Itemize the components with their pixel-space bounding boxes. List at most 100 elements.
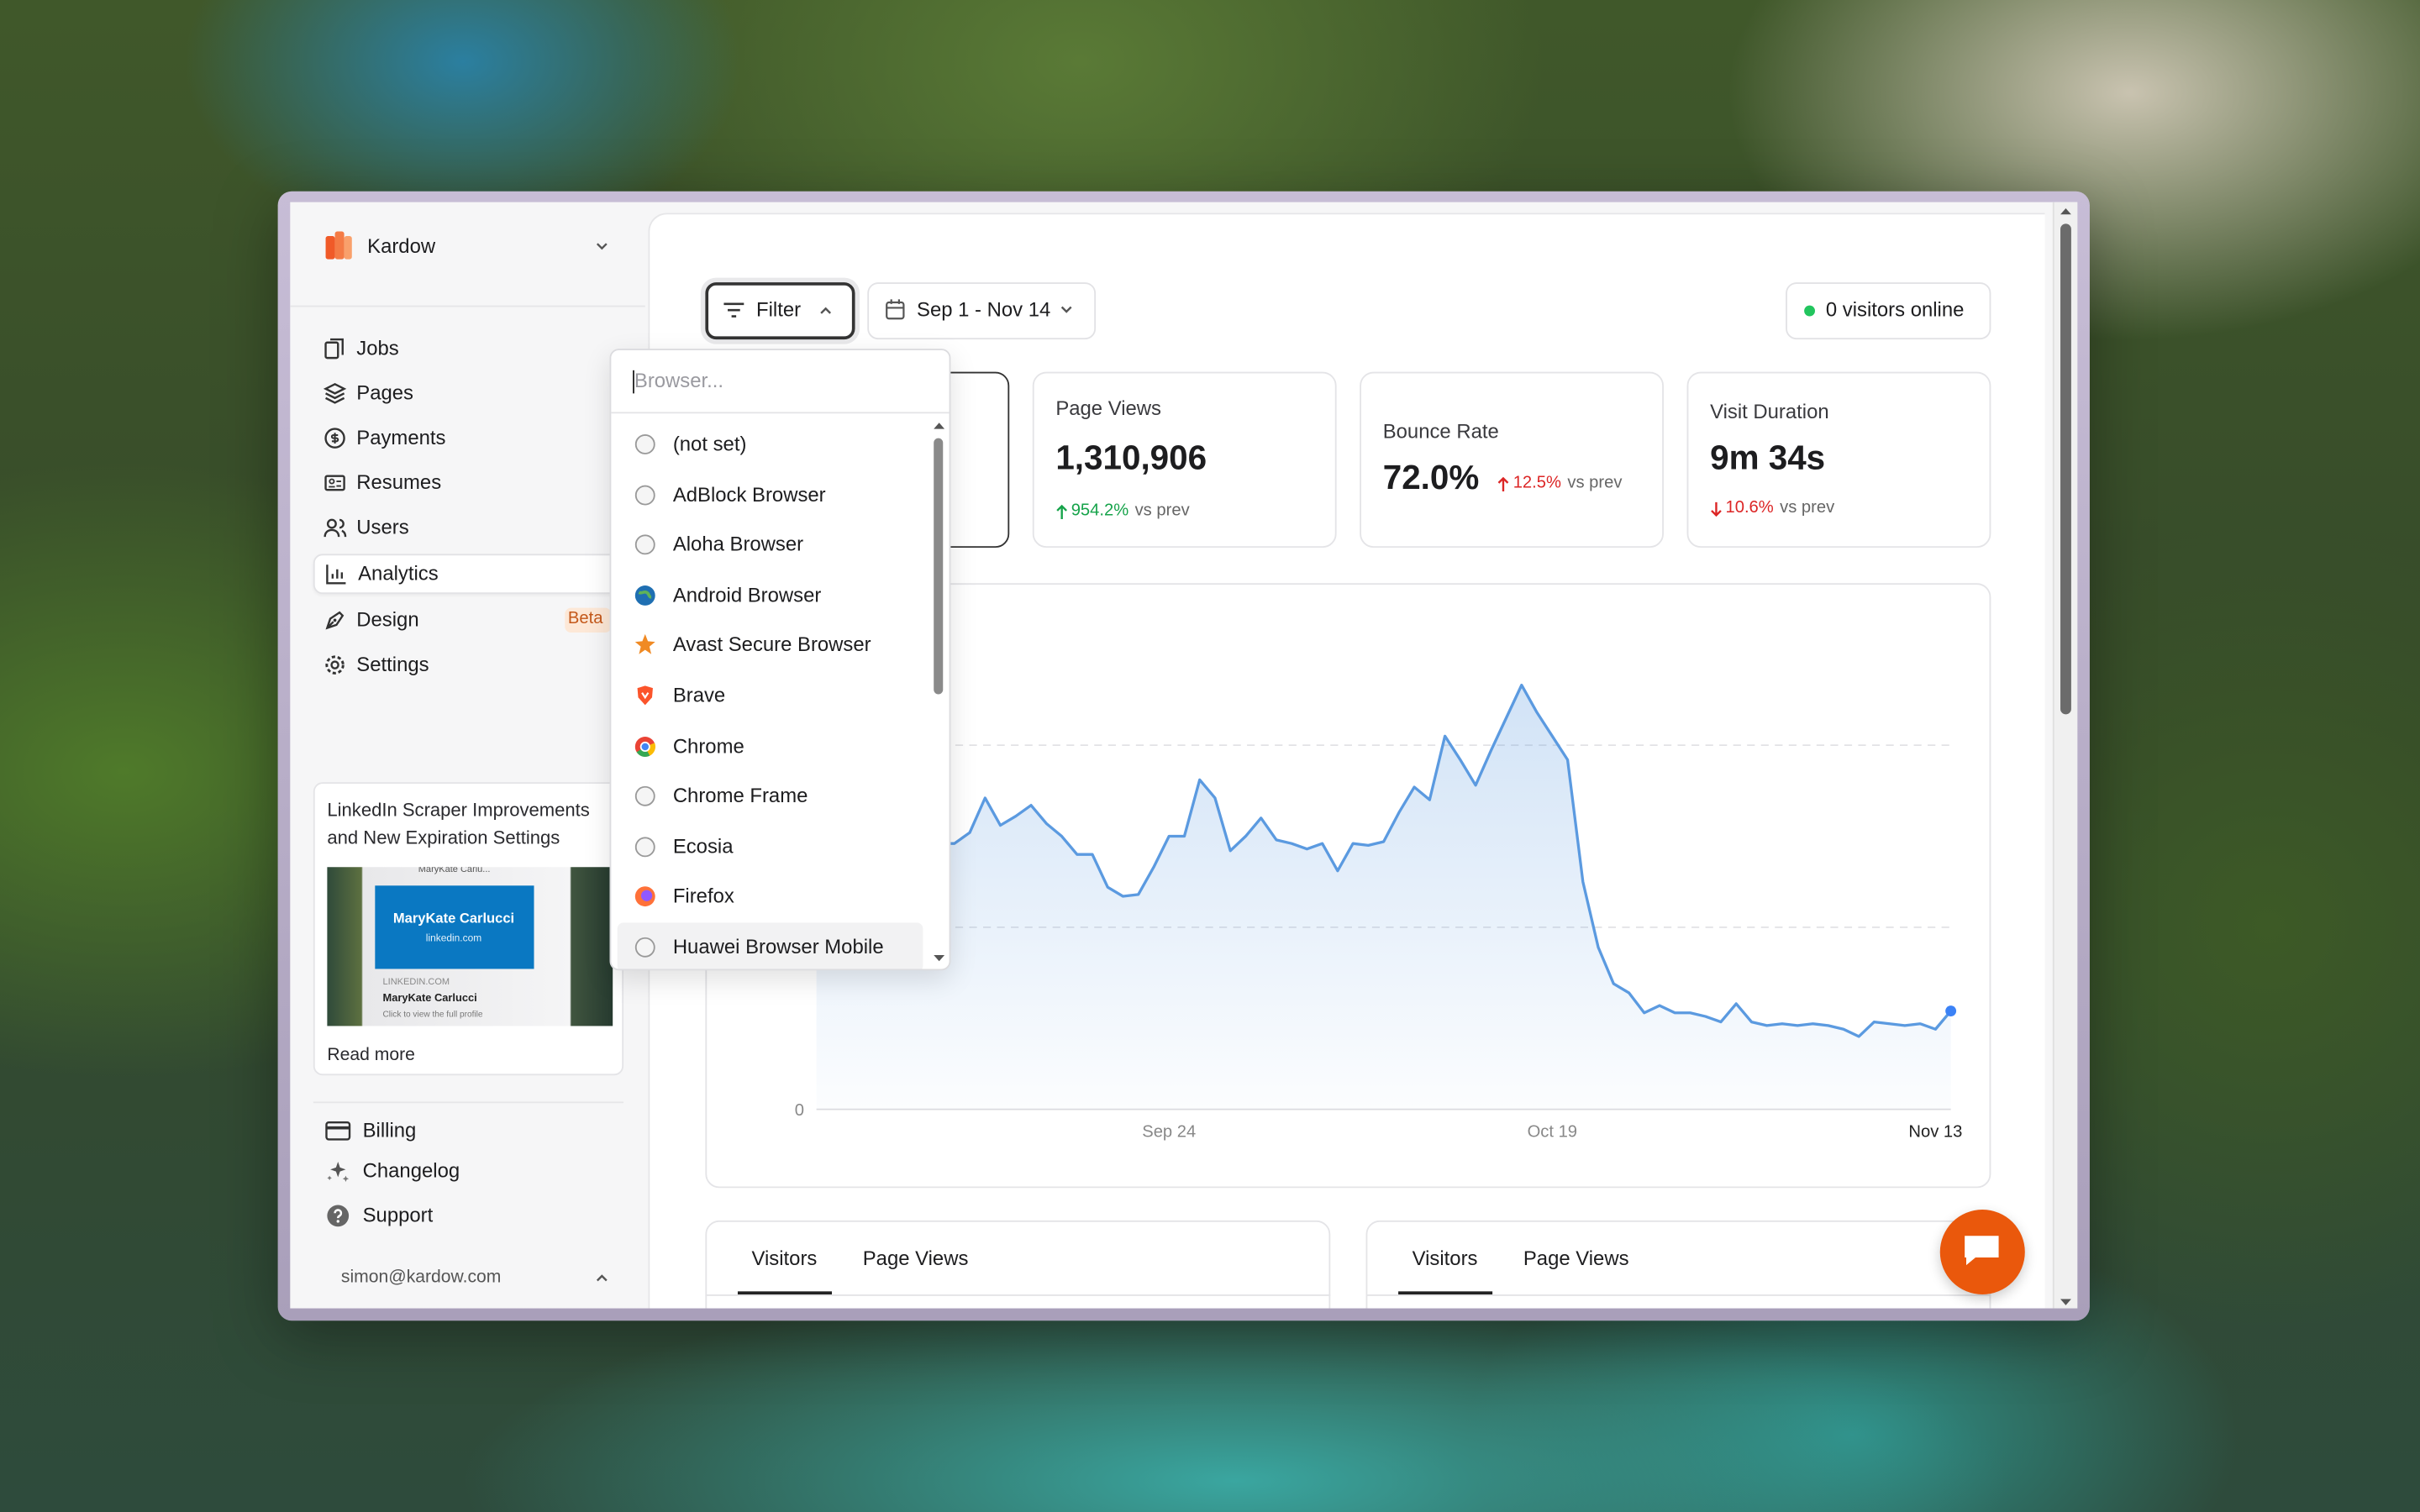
nav-item[interactable]: Analytics	[358, 561, 439, 585]
stat-card[interactable]	[1686, 371, 1991, 549]
option[interactable]: Huawei Browser Mobile	[672, 934, 884, 958]
option-icon-part	[634, 585, 655, 606]
footer-icon	[327, 1205, 350, 1227]
nav-icon-part	[324, 518, 347, 538]
stat-card[interactable]	[1032, 371, 1337, 549]
stat-comparison: vs prev	[1134, 501, 1190, 521]
stat-change: 10.6%	[1725, 498, 1774, 517]
option-icon-part	[641, 692, 650, 700]
beta-badge: Beta	[567, 610, 603, 629]
footer-nav-item[interactable]: Billing	[362, 1118, 417, 1142]
option[interactable]: Firefox	[672, 884, 734, 908]
dropdown-scrollbar-thumb[interactable]	[934, 438, 944, 695]
footer-icon-part	[325, 1121, 351, 1141]
option-icon-part	[634, 434, 655, 454]
announcement-link[interactable]: Read more	[327, 1046, 415, 1065]
nav-icon	[324, 518, 347, 538]
option-icon-part	[634, 837, 655, 857]
option[interactable]: Chrome	[672, 733, 744, 757]
change-arrow	[1498, 476, 1510, 492]
filter-label[interactable]: Filter	[756, 297, 802, 321]
date-button[interactable]	[867, 282, 1097, 340]
tab-divider	[1365, 1294, 1991, 1296]
browser-dropdown: Browser... (not set) AdBlock Browser Aloha …	[609, 349, 951, 971]
date-range[interactable]: Sep 1 - Nov 14	[917, 297, 1051, 321]
tab-underline	[1398, 1291, 1493, 1295]
stat-card[interactable]	[1360, 371, 1665, 549]
user-chevron[interactable]	[596, 1273, 608, 1282]
nav-icon-part	[329, 480, 341, 488]
option-icon	[637, 685, 653, 706]
scroll-down	[2060, 1299, 2071, 1305]
footer-icon-part	[330, 1162, 346, 1178]
footer-icon	[327, 1162, 350, 1182]
change-arrow-part	[1498, 476, 1510, 492]
nav-item[interactable]: Settings	[356, 652, 429, 676]
logo-part	[325, 236, 335, 260]
search-input[interactable]: Browser...	[634, 368, 724, 392]
nav-icon-part	[324, 428, 345, 449]
nav-icon-part	[324, 341, 339, 360]
tab[interactable]: Visitors	[751, 1246, 818, 1270]
logo-part	[334, 231, 345, 260]
option[interactable]: Aloha Browser	[672, 532, 804, 556]
nav-item-active[interactable]	[313, 554, 623, 595]
online-dot	[1804, 305, 1816, 317]
tab[interactable]: Page Views	[862, 1246, 969, 1270]
nav-item[interactable]: Resumes	[356, 470, 442, 494]
nav-icon-part	[326, 564, 346, 585]
nav-item[interactable]: Payments	[356, 425, 446, 449]
stat-value: 72.0%	[1382, 457, 1480, 496]
filter-chevron	[820, 307, 832, 314]
option[interactable]: Brave	[672, 683, 726, 707]
stat-value: 9m 34s	[1710, 437, 1826, 476]
option-icon-part	[634, 534, 655, 555]
option[interactable]: Ecosia	[672, 834, 734, 858]
date-chevron-part	[1060, 306, 1072, 313]
nav-icon	[324, 428, 345, 449]
footer-nav-item[interactable]: Changelog	[362, 1158, 460, 1182]
user-email[interactable]: simon@kardow.com	[340, 1268, 502, 1287]
divider	[313, 1101, 624, 1104]
footer-nav-item[interactable]: Support	[362, 1203, 434, 1227]
chat-icon-part	[1965, 1236, 1999, 1266]
footer-icon-part	[336, 1220, 339, 1223]
scrollbar-thumb[interactable]	[2060, 223, 2071, 715]
option[interactable]: Avast Secure Browser	[672, 633, 871, 657]
chat-icon	[1965, 1236, 1999, 1266]
dropdown-scroll-up-part	[934, 423, 945, 429]
nav-item[interactable]: Jobs	[356, 336, 399, 360]
option-icon	[634, 534, 655, 555]
user-chevron-part	[596, 1274, 608, 1282]
workspace-chevron[interactable]	[596, 242, 608, 251]
change-arrow-part	[1056, 504, 1068, 520]
option[interactable]: AdBlock Browser	[672, 481, 826, 506]
filter-chevron-part	[820, 307, 832, 314]
footer-icon	[325, 1121, 351, 1141]
scroll-up	[2060, 207, 2071, 215]
window: Kardow Jobs Pages Payments Resumes Users Analy…	[290, 202, 2078, 1309]
option[interactable]: Android Browser	[672, 582, 822, 606]
tab[interactable]: Page Views	[1523, 1246, 1629, 1270]
nav-icon-part	[330, 433, 339, 444]
nav-item[interactable]: Design	[356, 607, 419, 632]
change-arrow-part	[1711, 501, 1722, 517]
stat-label: Page Views	[1055, 396, 1161, 420]
tab[interactable]: Visitors	[1412, 1246, 1478, 1270]
nav-item[interactable]: Pages	[356, 381, 414, 405]
image-text: LINKEDIN.COM	[382, 978, 450, 988]
scroll-down-part	[2060, 1299, 2071, 1305]
search-divider	[611, 412, 950, 414]
stat-comparison: vs prev	[1780, 498, 1835, 517]
option-icon-part	[638, 590, 652, 599]
nav-icon	[324, 338, 344, 360]
option[interactable]: Chrome Frame	[672, 784, 808, 807]
nav-icon-part	[330, 660, 339, 669]
logo-part	[344, 236, 352, 260]
stat-comparison: vs prev	[1567, 474, 1623, 493]
option[interactable]: (not set)	[672, 432, 747, 455]
image-text: linkedin.com	[425, 934, 482, 945]
option-icon	[634, 434, 655, 454]
nav-item[interactable]: Users	[356, 515, 409, 538]
